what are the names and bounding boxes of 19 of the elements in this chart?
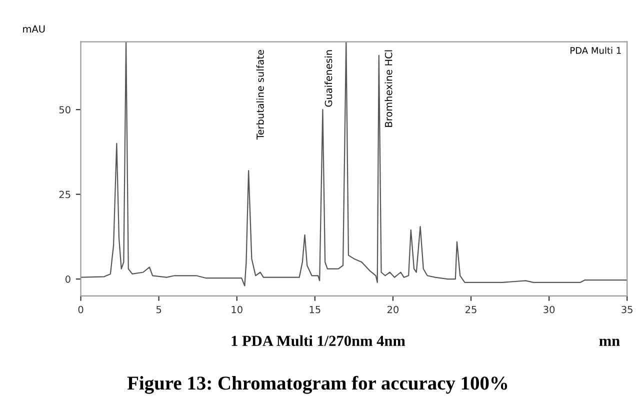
y-tick-label: 0 bbox=[66, 276, 70, 283]
y-axis-title: mAU bbox=[23, 25, 45, 33]
x-tick-label: 35 bbox=[622, 306, 632, 314]
annotation: Terbutaline sulfate bbox=[256, 50, 264, 140]
text: Figure 13: Chromatogram for accuracy 100% bbox=[127, 376, 508, 394]
x-tick-label: 10 bbox=[232, 306, 242, 314]
y-tick-label: 50 bbox=[59, 106, 70, 114]
x-tick-label: 30 bbox=[544, 306, 555, 314]
x-tick-label: 20 bbox=[387, 306, 398, 314]
x-tick-label: 15 bbox=[310, 306, 320, 314]
x-axis-title: mn bbox=[599, 338, 620, 346]
annotation: PDA Multi 1 bbox=[570, 46, 621, 54]
y-tick-label: 25 bbox=[59, 190, 70, 198]
x-tick-label: 5 bbox=[156, 306, 162, 314]
text: 1 PDA Multi 1/270nm 4nm bbox=[232, 335, 406, 346]
x-tick-label: 0 bbox=[78, 306, 84, 314]
annotation: Bromhexine HCl bbox=[384, 50, 392, 127]
annotation: Guaifenesin bbox=[324, 50, 332, 107]
x-tick-label: 25 bbox=[466, 306, 476, 314]
